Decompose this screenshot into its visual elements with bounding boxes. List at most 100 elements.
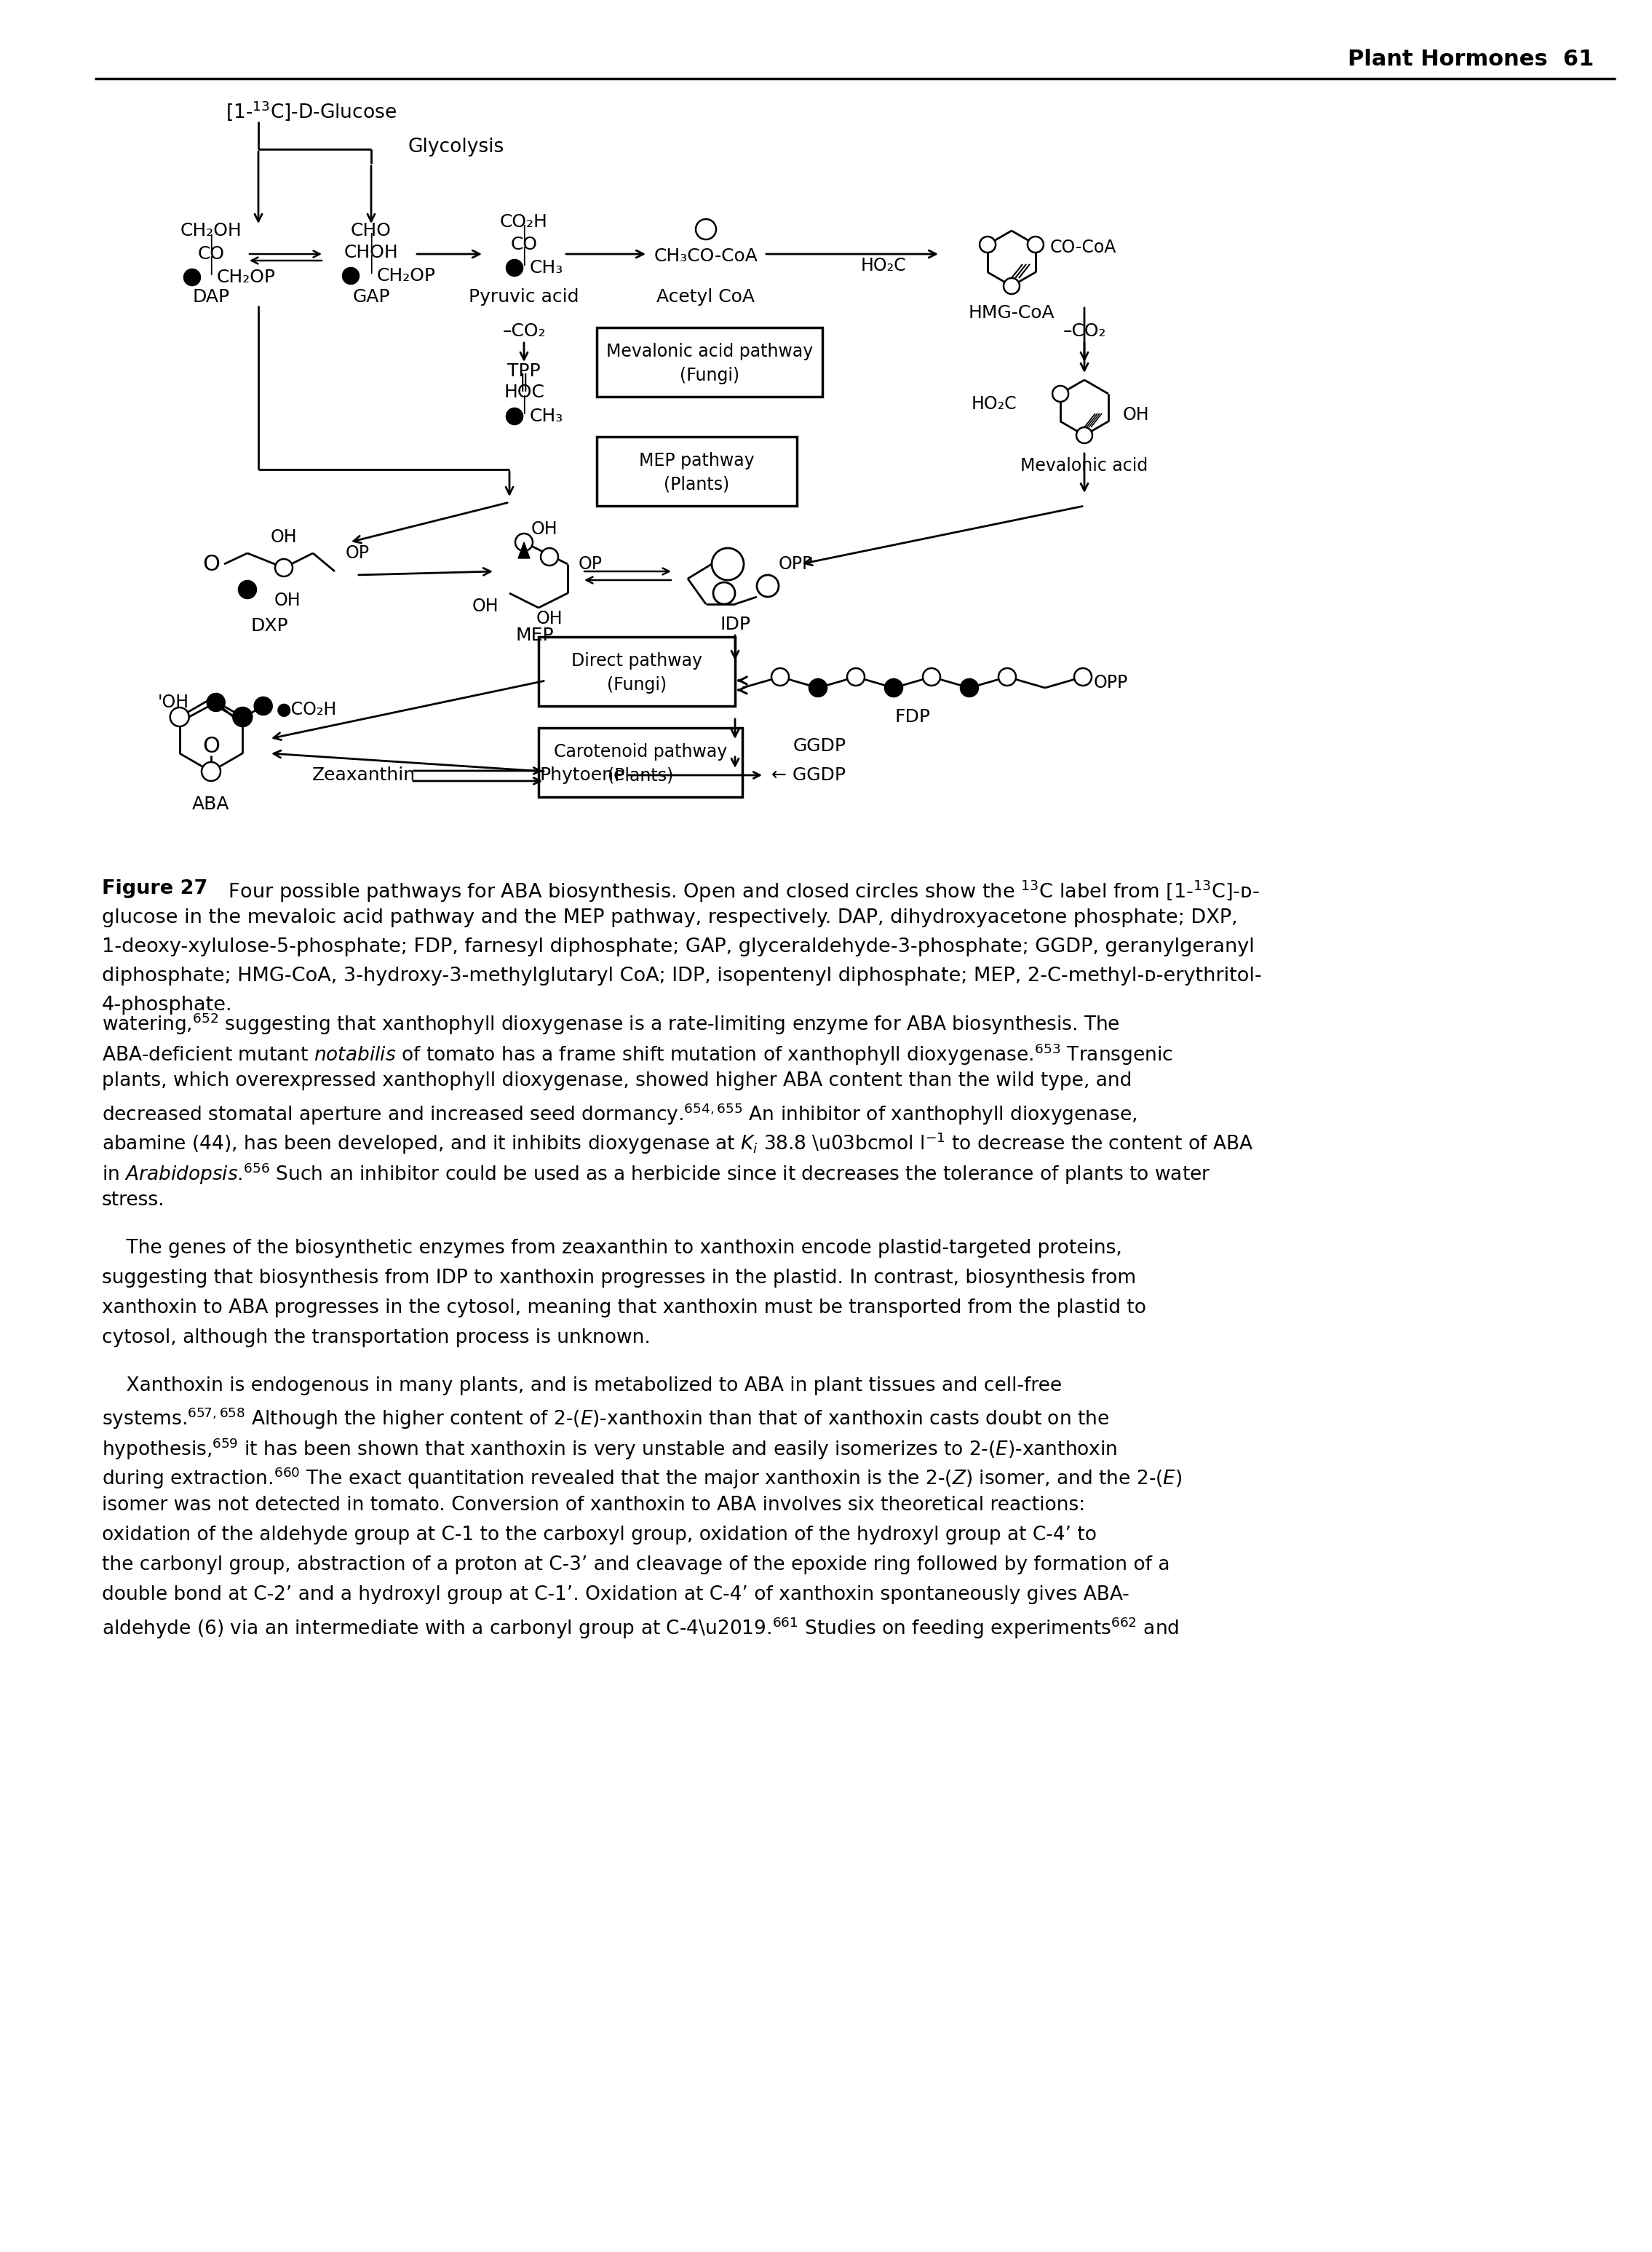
Text: (Fungi): (Fungi) xyxy=(679,367,740,385)
Text: during extraction.$^{660}$ The exact quantitation revealed that the major xantho: during extraction.$^{660}$ The exact qua… xyxy=(102,1466,1183,1491)
Circle shape xyxy=(515,534,532,552)
Text: ABA-deficient mutant $\it{notabilis}$ of tomato has a frame shift mutation of xa: ABA-deficient mutant $\it{notabilis}$ of… xyxy=(102,1043,1173,1067)
Text: (Plants): (Plants) xyxy=(664,475,730,493)
Polygon shape xyxy=(519,543,530,558)
Text: Direct pathway: Direct pathway xyxy=(572,653,702,669)
Text: CHOH: CHOH xyxy=(344,243,398,261)
Text: CH₂OP: CH₂OP xyxy=(216,268,276,286)
Text: –CO₂: –CO₂ xyxy=(502,322,545,340)
Text: OP: OP xyxy=(345,545,370,563)
Text: HO₂C: HO₂C xyxy=(861,257,905,275)
Text: OH: OH xyxy=(271,529,297,545)
Text: decreased stomatal aperture and increased seed dormancy.$^{654,655}$ An inhibito: decreased stomatal aperture and increase… xyxy=(102,1101,1137,1126)
Text: OH: OH xyxy=(274,592,301,610)
Circle shape xyxy=(998,669,1016,685)
Bar xyxy=(596,437,796,507)
Text: (Plants): (Plants) xyxy=(608,768,674,784)
Text: double bond at C-2’ and a hydroxyl group at C-1’. Oxidation at C-4’ of xanthoxin: double bond at C-2’ and a hydroxyl group… xyxy=(102,1585,1130,1603)
Text: systems.$^{657,658}$ Although the higher content of 2-($E$)-xanthoxin than that : systems.$^{657,658}$ Although the higher… xyxy=(102,1405,1108,1432)
Circle shape xyxy=(960,680,978,696)
Text: CHO: CHO xyxy=(350,223,392,239)
Text: OH: OH xyxy=(537,610,563,628)
Text: CO: CO xyxy=(198,245,225,263)
Text: plants, which overexpressed xanthophyll dioxygenase, showed higher ABA content t: plants, which overexpressed xanthophyll … xyxy=(102,1072,1132,1090)
Text: Mevalonic acid pathway: Mevalonic acid pathway xyxy=(606,342,813,360)
Text: suggesting that biosynthesis from IDP to xanthoxin progresses in the plastid. In: suggesting that biosynthesis from IDP to… xyxy=(102,1268,1137,1288)
Circle shape xyxy=(202,761,220,781)
Text: isomer was not detected in tomato. Conversion of xanthoxin to ABA involves six t: isomer was not detected in tomato. Conve… xyxy=(102,1495,1085,1516)
Text: diphosphate; HMG-CoA, 3-hydroxy-3-methylglutaryl CoA; IDP, isopentenyl diphospha: diphosphate; HMG-CoA, 3-hydroxy-3-methyl… xyxy=(102,966,1262,986)
Text: CO: CO xyxy=(510,236,537,252)
Text: HO₂C: HO₂C xyxy=(971,396,1016,412)
Circle shape xyxy=(183,270,200,286)
Text: stress.: stress. xyxy=(102,1191,165,1209)
Circle shape xyxy=(507,259,522,275)
Text: watering,$^{652}$ suggesting that xanthophyll dioxygenase is a rate-limiting enz: watering,$^{652}$ suggesting that xantho… xyxy=(102,1011,1120,1036)
Text: CO₂H: CO₂H xyxy=(501,214,548,230)
Text: CO-CoA: CO-CoA xyxy=(1051,239,1117,257)
Text: │: │ xyxy=(519,394,529,414)
Circle shape xyxy=(1074,669,1092,685)
Circle shape xyxy=(233,707,253,727)
Text: O: O xyxy=(202,554,220,574)
Circle shape xyxy=(206,694,225,712)
Text: TPP: TPP xyxy=(507,363,540,381)
Text: hypothesis,$^{659}$ it has been shown that xanthoxin is very unstable and easily: hypothesis,$^{659}$ it has been shown th… xyxy=(102,1437,1117,1462)
Circle shape xyxy=(1077,428,1092,444)
Text: Xanthoxin is endogenous in many plants, and is metabolized to ABA in plant tissu: Xanthoxin is endogenous in many plants, … xyxy=(102,1376,1062,1396)
Text: Figure 27: Figure 27 xyxy=(102,878,208,899)
Text: MEP: MEP xyxy=(515,626,553,644)
Circle shape xyxy=(1028,236,1044,252)
Text: GGDP: GGDP xyxy=(793,736,846,754)
Circle shape xyxy=(342,268,358,284)
Circle shape xyxy=(276,558,292,577)
Circle shape xyxy=(540,547,558,565)
Circle shape xyxy=(885,680,902,696)
Text: │: │ xyxy=(206,234,216,252)
Text: O: O xyxy=(202,736,220,757)
Text: (Fungi): (Fungi) xyxy=(606,676,667,694)
Circle shape xyxy=(254,698,273,714)
Text: │: │ xyxy=(519,225,529,243)
Circle shape xyxy=(712,547,743,581)
Text: Plant Hormones  61: Plant Hormones 61 xyxy=(1348,50,1594,70)
Text: OH: OH xyxy=(1123,405,1150,423)
Text: │: │ xyxy=(367,254,377,275)
Circle shape xyxy=(1052,385,1069,401)
Text: FDP: FDP xyxy=(895,707,930,725)
Text: aldehyde (6) via an intermediate with a carbonyl group at C-4\u2019.$^{661}$ Stu: aldehyde (6) via an intermediate with a … xyxy=(102,1615,1180,1639)
Circle shape xyxy=(170,707,188,727)
Text: Acetyl CoA: Acetyl CoA xyxy=(657,288,755,306)
Circle shape xyxy=(757,574,778,597)
Bar xyxy=(596,327,823,396)
Text: CH₂OH: CH₂OH xyxy=(180,223,241,239)
Circle shape xyxy=(714,583,735,604)
Text: DAP: DAP xyxy=(192,288,230,306)
Text: OH: OH xyxy=(532,520,558,538)
Text: OPP: OPP xyxy=(1094,673,1128,691)
Text: 1-deoxy-xylulose-5-phosphate; FDP, farnesyl diphosphate; GAP, glyceraldehyde-3-p: 1-deoxy-xylulose-5-phosphate; FDP, farne… xyxy=(102,937,1254,957)
Text: │: │ xyxy=(206,257,216,275)
Bar xyxy=(539,727,742,797)
Bar xyxy=(539,637,735,707)
Text: OP: OP xyxy=(578,556,603,572)
Text: cytosol, although the transportation process is unknown.: cytosol, although the transportation pro… xyxy=(102,1329,651,1347)
Text: ← GGDP: ← GGDP xyxy=(771,766,846,784)
Text: OPP: OPP xyxy=(778,556,813,572)
Text: ●CO₂H: ●CO₂H xyxy=(276,700,337,718)
Text: MEP pathway: MEP pathway xyxy=(639,453,755,468)
Text: glucose in the mevaloic acid pathway and the MEP pathway, respectively. DAP, dih: glucose in the mevaloic acid pathway and… xyxy=(102,908,1237,928)
Text: xanthoxin to ABA progresses in the cytosol, meaning that xanthoxin must be trans: xanthoxin to ABA progresses in the cytos… xyxy=(102,1299,1146,1317)
Circle shape xyxy=(771,669,790,685)
Text: the carbonyl group, abstraction of a proton at C-3’ and cleavage of the epoxide : the carbonyl group, abstraction of a pro… xyxy=(102,1556,1170,1574)
Text: CH₃CO-CoA: CH₃CO-CoA xyxy=(654,248,758,266)
Circle shape xyxy=(980,236,996,252)
Text: Mevalonic acid: Mevalonic acid xyxy=(1021,457,1148,475)
Text: CH₃: CH₃ xyxy=(530,259,563,277)
Circle shape xyxy=(809,680,826,696)
Text: ABA: ABA xyxy=(192,795,230,813)
Circle shape xyxy=(238,581,256,599)
Circle shape xyxy=(923,669,940,685)
Text: in $\it{Arabidopsis}$.$^{656}$ Such an inhibitor could be used as a herbicide si: in $\it{Arabidopsis}$.$^{656}$ Such an i… xyxy=(102,1162,1211,1187)
Text: IDP: IDP xyxy=(720,615,750,633)
